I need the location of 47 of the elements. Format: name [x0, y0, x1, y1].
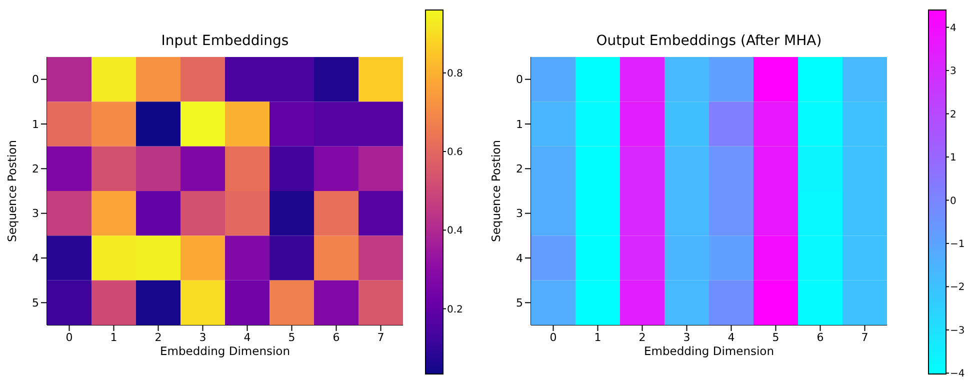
x-tick-label: 4	[728, 330, 735, 344]
color-bar-label: −4	[950, 368, 965, 380]
color-bar-label: 0.8	[447, 68, 463, 80]
chart-title: Input Embeddings	[160, 33, 290, 49]
x-tick-label: 0	[550, 330, 557, 344]
x-tick-label: 1	[110, 330, 118, 344]
color-bar-label: −2	[950, 282, 965, 294]
x-tick-label: 6	[816, 330, 824, 344]
y-tick-label: 1	[516, 118, 523, 131]
color-bar-label: 1	[950, 152, 956, 164]
color-bar-label: 4	[950, 22, 956, 34]
y-tick-label: 2	[32, 162, 39, 176]
color-bar-label: 2	[950, 109, 956, 120]
y-axis-title: Sequence Postion	[489, 140, 503, 242]
x-axis-title: Embedding Dimension	[644, 344, 774, 358]
x-tick-label: 2	[638, 330, 646, 344]
x-tick-label: 3	[199, 330, 206, 344]
x-tick-label: 6	[332, 330, 340, 344]
x-tick-label: 4	[244, 330, 251, 344]
color-bar-label: −3	[950, 325, 965, 336]
y-tick-label: 0	[516, 73, 523, 86]
color-bar-label: −1	[950, 238, 965, 250]
y-tick-label: 3	[516, 207, 523, 220]
x-tick-label: 5	[772, 330, 780, 344]
x-tick-label: 0	[66, 330, 73, 344]
y-tick-label: 5	[516, 296, 523, 310]
x-axis-title: Embedding Dimension	[160, 344, 290, 358]
x-tick-label: 7	[861, 330, 868, 344]
color-bar-label: 0.6	[447, 147, 463, 158]
x-tick-label: 2	[154, 330, 162, 344]
color-bar-label: 0.4	[447, 226, 463, 237]
y-tick-label: 2	[516, 162, 523, 176]
x-tick-label: 5	[288, 330, 296, 344]
chart-title: Output Embeddings (After MHA)	[595, 33, 823, 49]
y-tick-label: 1	[32, 118, 39, 131]
y-axis-title: Sequence Postion	[5, 140, 19, 242]
color-bar-label: 0	[950, 196, 956, 207]
y-tick-label: 0	[32, 73, 39, 86]
x-tick-label: 3	[683, 330, 690, 344]
y-tick-label: 4	[516, 252, 523, 265]
x-tick-label: 1	[594, 330, 602, 344]
x-tick-label: 7	[377, 330, 384, 344]
y-tick-label: 5	[32, 296, 39, 310]
color-bar-label: 3	[950, 66, 956, 78]
color-bar-label: 0.2	[447, 304, 463, 316]
y-tick-label: 4	[32, 252, 39, 265]
y-tick-label: 3	[32, 207, 39, 220]
